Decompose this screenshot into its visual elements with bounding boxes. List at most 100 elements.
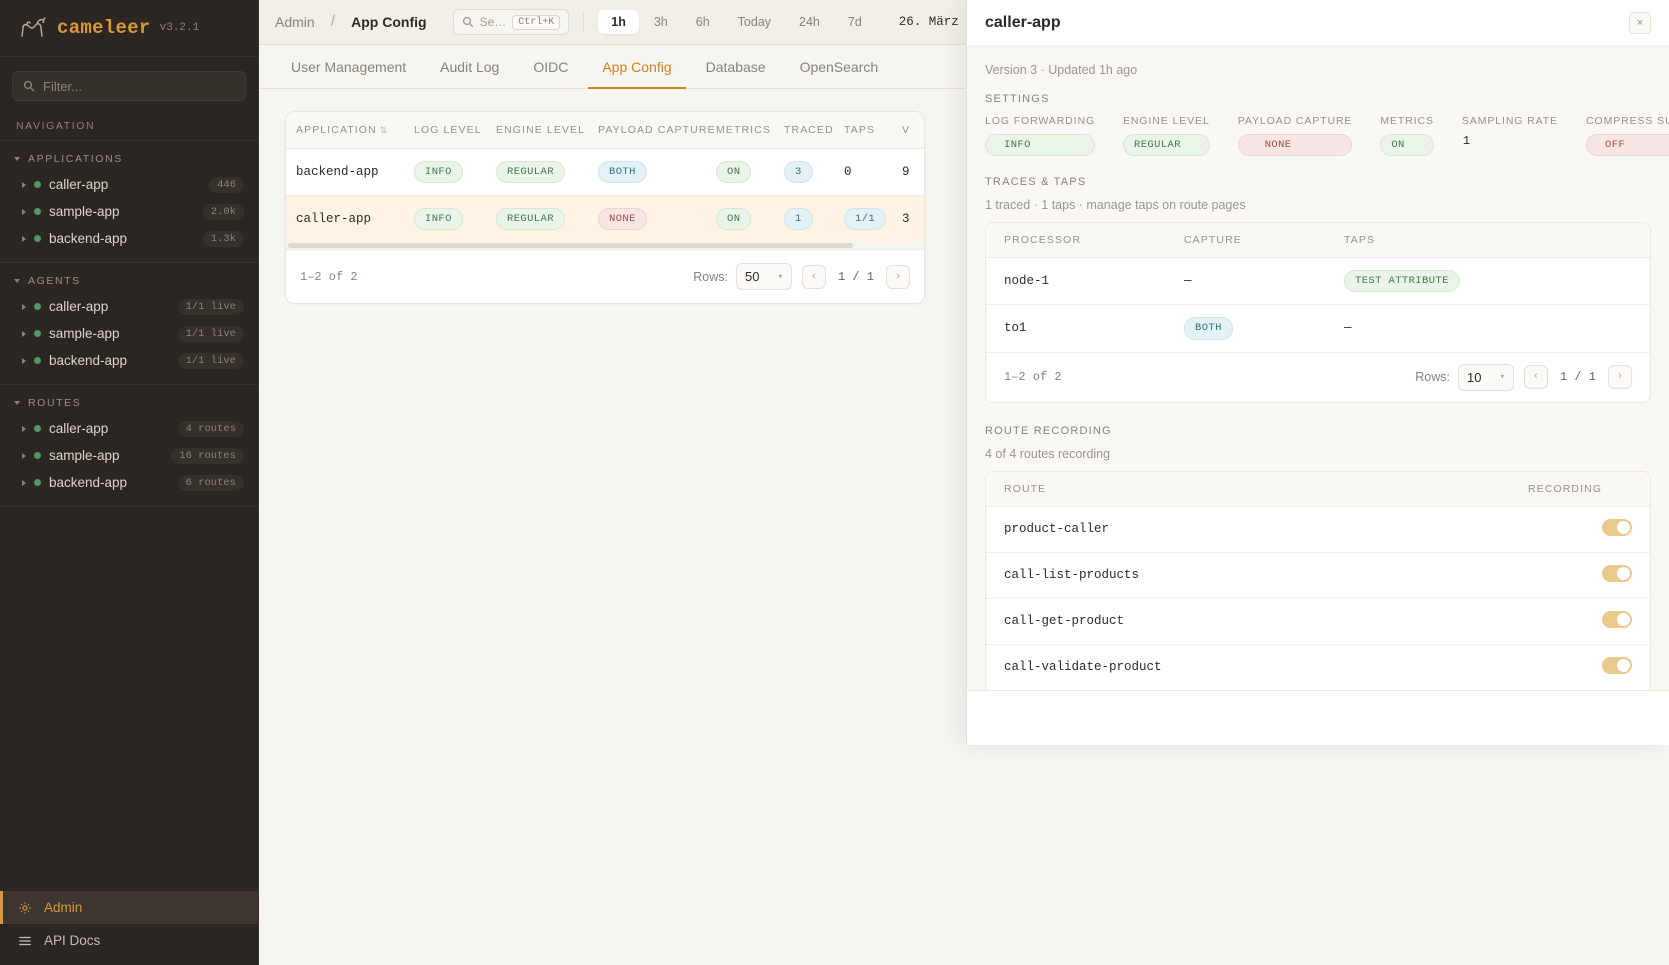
horizontal-scrollbar[interactable] [286, 242, 924, 250]
rows-per-page-select[interactable]: 50 ▾ [735, 263, 792, 291]
col-application[interactable]: APPLICATION ⇅ [286, 112, 404, 149]
setting-value-badge[interactable]: ON [1380, 134, 1434, 157]
tab-app-config[interactable]: App Config [588, 45, 686, 89]
table-row[interactable]: product-caller [986, 506, 1650, 553]
tab-opensearch[interactable]: OpenSearch [799, 59, 879, 75]
table-row[interactable]: call-list-products [986, 552, 1650, 599]
recording-toggle[interactable] [1602, 656, 1632, 674]
brand-name: cameleer [57, 17, 151, 39]
sidebar-item-agent-sample-app[interactable]: sample-app 1/1 live [0, 320, 258, 347]
row-count: 1–2 of 2 [300, 269, 358, 284]
sidebar-item-route-caller-app[interactable]: caller-app 4 routes [0, 415, 258, 442]
traced-badge: 1 [784, 208, 813, 231]
setting-metrics: METRICS ON [1380, 115, 1434, 157]
col-processor: PROCESSOR [986, 223, 1166, 259]
group-header-routes[interactable]: ROUTES [0, 393, 258, 415]
sidebar-item-route-backend-app[interactable]: backend-app 6 routes [0, 469, 258, 496]
tab-database[interactable]: Database [705, 59, 766, 75]
table-row[interactable]: node-1 — TEST ATTRIBUTE [986, 257, 1650, 306]
brand[interactable]: cameleer v3.2.1 [0, 0, 258, 57]
sidebar-item-agent-caller-app[interactable]: caller-app 1/1 live [0, 293, 258, 320]
setting-payload-capture: PAYLOAD CAPTURE NONE [1237, 115, 1353, 157]
tab-user-management[interactable]: User Management [291, 59, 407, 75]
sidebar-item-api-docs[interactable]: API Docs [0, 924, 258, 957]
sidebar-item-label: backend-app [49, 475, 128, 490]
table-row[interactable]: call-validate-product [986, 644, 1650, 690]
table-row[interactable]: backend-app INFO REGULAR BOTH ON 3 0 9 [286, 148, 924, 197]
rows-per-page-select[interactable]: 10 ▾ [1457, 363, 1514, 391]
chevron-right-icon [22, 452, 26, 459]
table-row[interactable]: to1 BOTH — [986, 305, 1650, 352]
tab-audit-log[interactable]: Audit Log [440, 59, 500, 75]
prev-page-button[interactable]: ‹ [1523, 365, 1548, 390]
status-dot [34, 235, 41, 242]
sidebar-item-app-sample-app[interactable]: sample-app 2.0k [0, 198, 258, 225]
cell-recording [1510, 598, 1650, 645]
sort-icon: ⇅ [379, 125, 389, 135]
col-taps: TAPS [1326, 223, 1650, 259]
search-icon [462, 16, 473, 28]
next-page-button[interactable]: › [1608, 365, 1632, 390]
status-dot [34, 452, 41, 459]
search-input[interactable]: Se… Ctrl+K [452, 9, 570, 35]
status-dot [34, 181, 41, 188]
range-button-6h[interactable]: 6h [695, 15, 710, 29]
sidebar-filter [0, 57, 258, 111]
capture-badge: BOTH [1184, 317, 1233, 340]
nav-group-agents: AGENTS caller-app 1/1 live sample-app 1/… [0, 262, 258, 384]
routes-table: ROUTE RECORDING product-caller call-list… [986, 471, 1650, 690]
group-header-applications[interactable]: APPLICATIONS [0, 149, 258, 171]
sidebar-item-app-caller-app[interactable]: caller-app 446 [0, 171, 258, 198]
cell-log-level: INFO [404, 195, 486, 243]
setting-sampling-rate: SAMPLING RATE 1 [1462, 115, 1558, 148]
detail-panel-header: caller-app × [967, 0, 1669, 47]
sidebar-item-agent-backend-app[interactable]: backend-app 1/1 live [0, 347, 258, 374]
tab-oidc[interactable]: OIDC [533, 59, 569, 75]
sidebar-item-label: caller-app [49, 177, 109, 192]
recording-toggle[interactable] [1602, 518, 1632, 536]
cell-engine-level: REGULAR [486, 195, 588, 243]
cell-processor: node-1 [986, 257, 1166, 306]
version-meta: Version 3 · Updated 1h ago [985, 63, 1138, 77]
group-header-agents[interactable]: AGENTS [0, 271, 258, 293]
next-page-button[interactable]: › [886, 264, 910, 289]
sidebar-item-admin[interactable]: Admin [0, 891, 258, 924]
status-badge: BOTH [598, 161, 647, 184]
table-header-row: APPLICATION ⇅ LOG LEVEL ENGINE LEVEL PAYL… [286, 112, 924, 149]
sidebar-footer: Admin API Docs [0, 891, 258, 965]
traces-subtitle: 1 traced · 1 taps · manage taps on route… [985, 198, 1246, 213]
app-config-table-card: APPLICATION ⇅ LOG LEVEL ENGINE LEVEL PAYL… [285, 111, 925, 305]
recording-toggle[interactable] [1602, 564, 1632, 582]
breadcrumb-root[interactable]: Admin [275, 14, 315, 30]
search-placeholder: Se… [479, 15, 507, 29]
sidebar-item-label: backend-app [49, 353, 128, 368]
filter-input[interactable] [43, 78, 235, 94]
cell-traced: 3 [774, 148, 834, 197]
setting-label: PAYLOAD CAPTURE [1237, 115, 1353, 127]
setting-value-badge[interactable]: INFO [985, 134, 1096, 157]
table-row[interactable]: call-get-product [986, 598, 1650, 645]
filter-box[interactable] [12, 71, 246, 101]
prev-page-button[interactable]: ‹ [801, 264, 826, 289]
table-row[interactable]: caller-app INFO REGULAR NONE ON 1 1/1 3 [286, 195, 924, 243]
range-button-24h[interactable]: 24h [799, 15, 820, 29]
sidebar-item-label: sample-app [49, 448, 120, 463]
setting-value-badge[interactable]: NONE [1237, 134, 1353, 157]
chevron-right-icon [22, 357, 26, 364]
sidebar-item-app-backend-app[interactable]: backend-app 1.3k [0, 225, 258, 252]
routes-table-card: ROUTE RECORDING product-caller call-list… [985, 470, 1651, 690]
status-dot [34, 208, 41, 215]
scrollbar-thumb[interactable] [288, 243, 853, 249]
range-button-3h[interactable]: 3h [653, 15, 668, 29]
setting-value-badge[interactable]: REGULAR [1123, 134, 1210, 157]
recording-toggle[interactable] [1602, 610, 1632, 628]
range-button-today[interactable]: Today [737, 15, 772, 29]
rows-per-page-label: Rows: [693, 269, 728, 284]
range-button-1h[interactable]: 1h [598, 10, 639, 34]
close-icon[interactable]: × [1629, 12, 1651, 34]
range-button-7d[interactable]: 7d [847, 15, 862, 29]
cell-version: 9 [892, 148, 924, 197]
sidebar-item-route-sample-app[interactable]: sample-app 16 routes [0, 442, 258, 469]
setting-value-badge[interactable]: OFF [1586, 134, 1669, 157]
sidebar-item-label: API Docs [44, 933, 101, 948]
